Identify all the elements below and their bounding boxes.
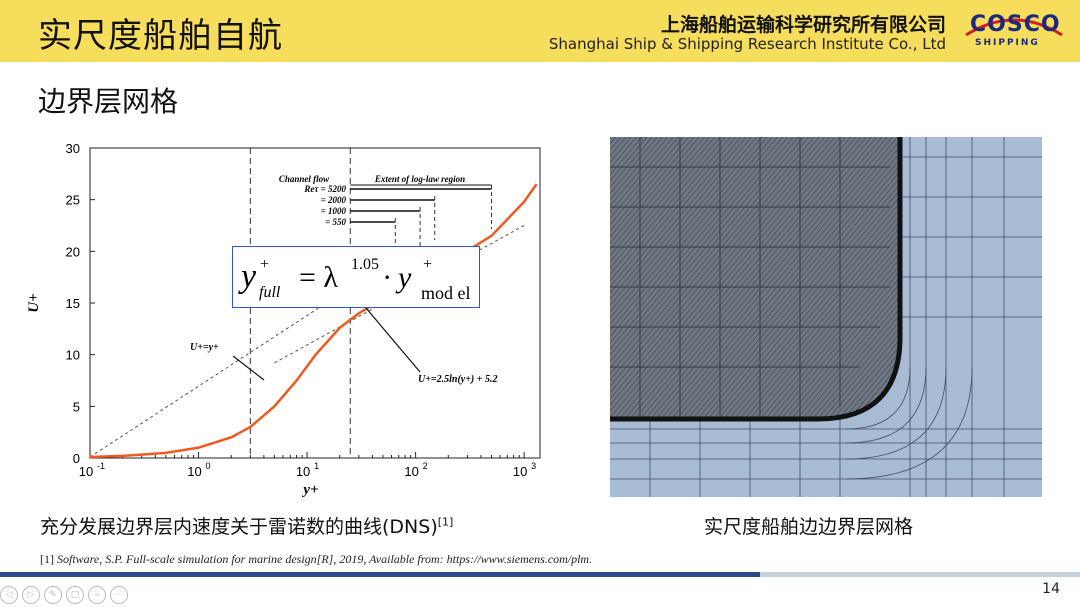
x-tick-exponent: 3 — [531, 461, 536, 471]
y-tick-label: 20 — [66, 244, 80, 259]
reference-text: Software, S.P. Full-scale simulation for… — [57, 552, 593, 566]
x-tick-exponent: -1 — [97, 461, 105, 471]
y-tick-label: 5 — [73, 399, 80, 414]
legend-entry: = 2000 — [321, 195, 347, 205]
slides-icon[interactable]: ▢ — [66, 586, 84, 604]
annotation-log-law-arrow — [365, 307, 421, 373]
x-tick-exponent: 1 — [314, 461, 319, 471]
annotation-log-law: U+=2.5ln(y+) + 5.2 — [418, 374, 497, 385]
slide-nav-controls: ◁ ▷ ✎ ▢ ⌕ ⋯ — [0, 586, 128, 604]
chart-caption: 充分发展边界层内速度关于雷诺数的曲线(DNS)[1] — [40, 512, 453, 539]
legend-entry: = 550 — [325, 217, 346, 227]
viscous-law-line — [89, 302, 327, 458]
next-slide-icon[interactable]: ▷ — [22, 586, 40, 604]
annotation-viscous: U+=y+ — [190, 342, 219, 353]
legend-entry: Reτ = 5200 — [303, 184, 346, 194]
pen-icon[interactable]: ✎ — [44, 586, 62, 604]
extent-label: Extent of log-law region — [374, 174, 465, 184]
reference-prefix: [1] — [40, 552, 54, 566]
x-tick-exponent: 2 — [423, 461, 428, 471]
formula-exponent: 1.05 — [351, 256, 379, 273]
chart-caption-text: 充分发展边界层内速度关于雷诺数的曲线(DNS) — [40, 516, 438, 538]
y-tick-label: 30 — [66, 141, 80, 156]
x-tick-label: 10 — [513, 464, 527, 479]
page-number: 14 — [1042, 581, 1060, 597]
formula-rhs: · y — [383, 261, 412, 294]
cosco-logo: COSCO SHIPPING — [958, 6, 1070, 56]
boundary-layer-mesh-image — [610, 137, 1042, 497]
section-title: 边界层网格 — [38, 85, 179, 118]
x-tick-label: 10 — [296, 464, 310, 479]
formula-rhs-sub: mod el — [421, 283, 471, 303]
reference-note: [1] Software, S.P. Full-scale simulation… — [40, 552, 592, 567]
prev-slide-icon[interactable]: ◁ — [0, 586, 18, 604]
logo-text: COSCO — [970, 12, 1061, 37]
legend-title: Channel flow — [279, 174, 330, 184]
logo-subtext: SHIPPING — [975, 38, 1040, 48]
formula-rhs-sup: + — [423, 256, 432, 273]
y-axis-label: U+ — [28, 293, 42, 312]
header-bar: 实尺度船舶自航 上海船舶运输科学研究所有限公司 Shanghai Ship & … — [0, 0, 1080, 62]
x-tick-label: 10 — [79, 464, 93, 479]
formula-lhs: y — [238, 258, 257, 295]
more-icon[interactable]: ⋯ — [110, 586, 128, 604]
formula-box: y + full = λ 1.05 · y + mod el — [232, 246, 480, 308]
zoom-icon[interactable]: ⌕ — [88, 586, 106, 604]
y-tick-label: 0 — [73, 451, 80, 466]
formula-svg: y + full = λ 1.05 · y + mod el — [238, 256, 471, 303]
formula-eq: = λ — [299, 261, 338, 294]
company-name-en: Shanghai Ship & Shipping Research Instit… — [548, 35, 946, 53]
y-tick-label: 25 — [66, 193, 80, 208]
logo-swoosh-icon — [965, 18, 1063, 37]
x-axis-label: y+ — [301, 482, 318, 498]
mesh-caption: 实尺度船舶边边界层网格 — [704, 516, 914, 538]
footer-bar-accent — [0, 572, 760, 577]
x-tick-label: 10 — [404, 464, 418, 479]
annotation-viscous-arrow — [232, 355, 265, 381]
slide-header-title: 实尺度船舶自航 — [38, 16, 283, 56]
x-tick-label: 10 — [187, 464, 201, 479]
y-tick-label: 15 — [66, 296, 80, 311]
legend-entry: = 1000 — [321, 206, 347, 216]
formula-lhs-sub: full — [259, 284, 281, 301]
y-tick-label: 10 — [66, 348, 80, 363]
x-tick-exponent: 0 — [206, 461, 211, 471]
chart-caption-ref: [1] — [437, 515, 454, 529]
formula-lhs-sup: + — [260, 256, 269, 273]
company-name-cn: 上海船舶运输科学研究所有限公司 — [660, 14, 946, 36]
